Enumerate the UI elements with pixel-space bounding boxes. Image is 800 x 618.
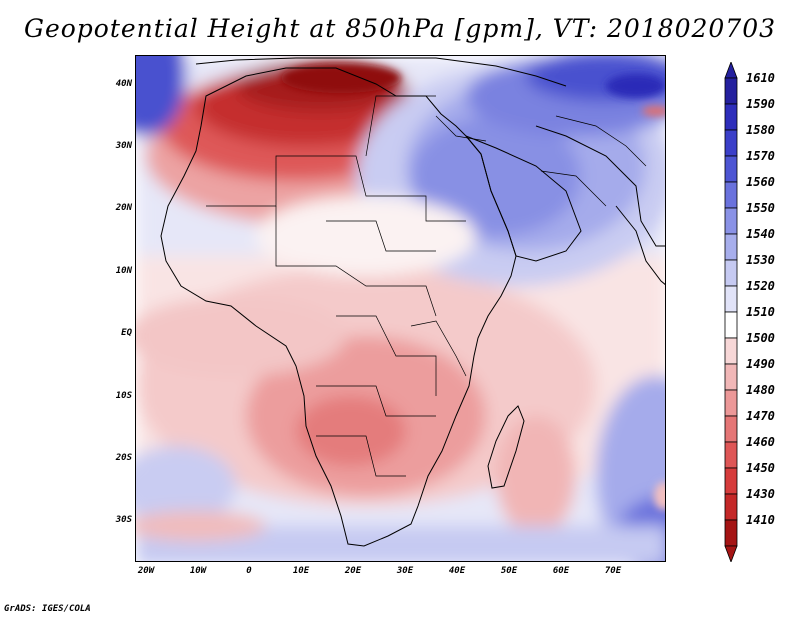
height-field-details [281,63,665,510]
colorbar-label: 1510 [746,305,775,319]
x-tick-40e: 40E [448,566,466,576]
colorbar-label: 1470 [746,409,775,423]
colorbar-swatch [724,207,738,235]
x-tick-20e: 20E [344,566,362,576]
colorbar-swatch [724,467,738,495]
colorbar-label: 1550 [746,201,775,215]
x-tick-60e: 60E [552,566,570,576]
colorbar-swatch [724,493,738,521]
colorbar-swatch [724,363,738,391]
y-tick-20s: 20S [115,453,132,463]
colorbar-swatch [724,181,738,209]
colorbar-swatch [724,77,738,105]
y-tick-10s: 10S [115,391,132,401]
coastlines [160,57,665,547]
y-tick-eq: EQ [121,328,132,338]
colorbar-label: 1410 [746,513,775,527]
colorbar-label: 1530 [746,253,775,267]
map-title: Geopotential Height at 850hPa [gpm], VT:… [23,14,777,43]
y-tick-20n: 20N [115,203,132,213]
x-tick-10w: 10W [189,566,207,576]
colorbar-swatch [724,389,738,417]
y-tick-10n: 10N [115,266,132,276]
colorbar-swatch [724,103,738,131]
colorbar-swatch [724,285,738,313]
colorbar-swatch [724,129,738,157]
grads-credit: GrADS: IGES/COLA [4,604,91,614]
colorbar-label: 1500 [746,331,775,345]
x-tick-70e: 70E [604,566,622,576]
colorbar-label: 1430 [746,487,775,501]
x-tick-30e: 30E [396,566,414,576]
x-tick-0: 0 [246,566,252,576]
colorbar-arrow-top [724,62,738,79]
x-tick-50e: 50E [500,566,518,576]
colorbar-swatch [724,519,738,547]
colorbar-swatch [724,441,738,469]
colorbar-swatch [724,233,738,261]
colorbar-label: 1590 [746,97,775,111]
x-tick-20w: 20W [137,566,155,576]
colorbar-label: 1450 [746,461,775,475]
colorbar-label: 1480 [746,383,775,397]
colorbar-label: 1560 [746,175,775,189]
colorbar-label: 1460 [746,435,775,449]
y-tick-30n: 30N [115,141,132,151]
colorbar-label: 1520 [746,279,775,293]
country-borders [206,95,647,477]
colorbar [724,62,738,562]
colorbar-label: 1540 [746,227,775,241]
colorbar-label: 1490 [746,357,775,371]
height-field-shading [136,56,665,561]
map-plot-area [135,55,666,562]
colorbar-swatch [724,311,738,339]
colorbar-arrow-bottom [724,545,738,562]
x-tick-10e: 10E [292,566,310,576]
y-tick-40n: 40N [115,79,132,89]
colorbar-swatch [724,337,738,365]
colorbar-swatch [724,155,738,183]
colorbar-swatch [724,259,738,287]
colorbar-swatch [724,415,738,443]
map-canvas [136,56,665,561]
colorbar-label: 1570 [746,149,775,163]
colorbar-label: 1610 [746,71,775,85]
y-tick-30s: 30S [115,515,132,525]
colorbar-label: 1580 [746,123,775,137]
